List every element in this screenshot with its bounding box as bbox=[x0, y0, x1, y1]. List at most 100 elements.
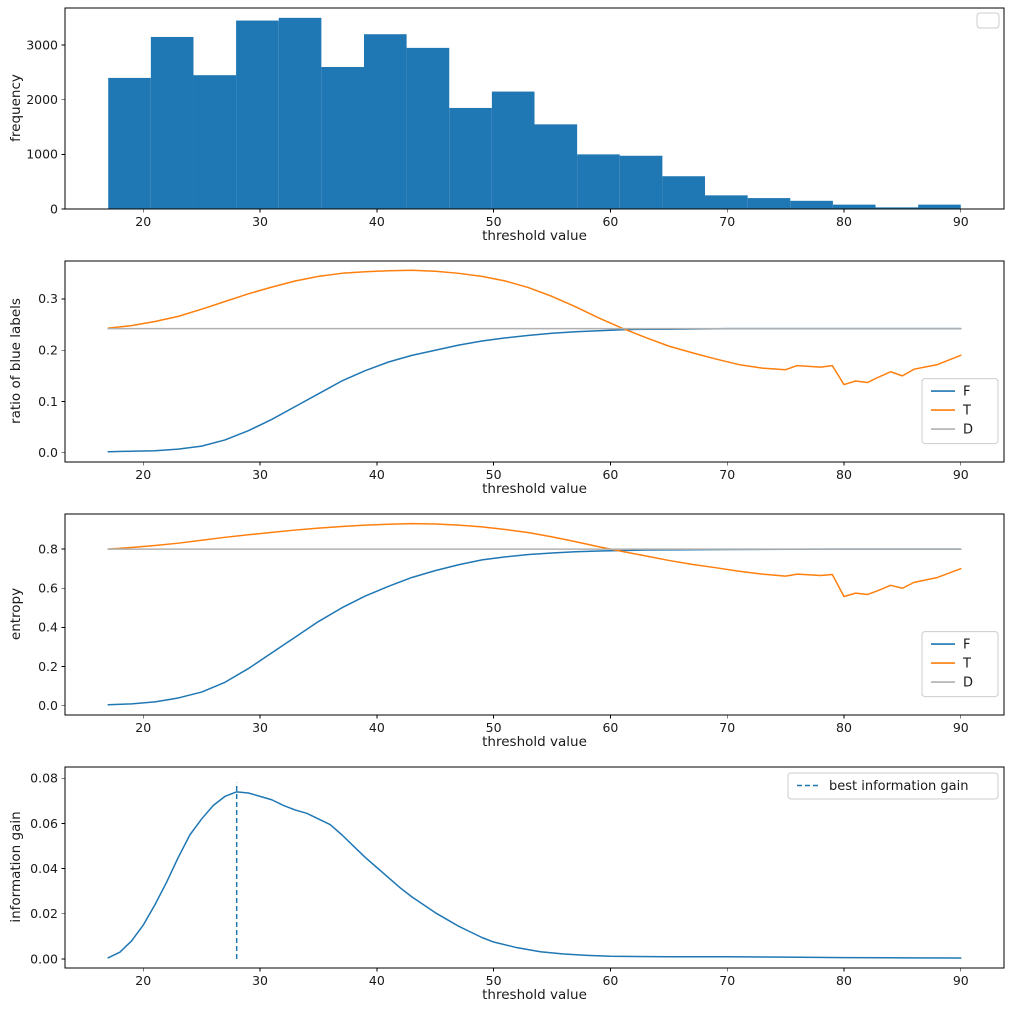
legend-box bbox=[787, 772, 999, 800]
histogram-bar bbox=[832, 204, 876, 209]
legend-box bbox=[921, 631, 999, 698]
y-axis: 0.00 0.02 0.04 0.06 0.08 bbox=[30, 771, 65, 966]
panel-ratio-of-blue-labels: 20 30 40 50 60 70 80 90 0.0 0.1 0.2 0.3 F T D ratio of… bbox=[0, 253, 1012, 506]
histogram-bar bbox=[278, 17, 322, 209]
x-axis: 20 30 40 50 60 70 80 90 bbox=[135, 715, 969, 735]
plot-border bbox=[64, 260, 1005, 463]
x-tick-label: 30 bbox=[252, 214, 268, 229]
x-tick-label: 90 bbox=[953, 973, 969, 988]
y-axis: 0.0 0.1 0.2 0.3 bbox=[38, 291, 65, 460]
x-tick-label: 40 bbox=[369, 720, 385, 735]
x-tick-label: 50 bbox=[486, 214, 502, 229]
histogram-bar bbox=[321, 66, 364, 209]
y-tick-label: 0.2 bbox=[38, 343, 58, 358]
x-tick-label: 80 bbox=[836, 467, 852, 482]
y-tick-label: 0.4 bbox=[38, 620, 58, 635]
histogram-bar bbox=[662, 176, 706, 209]
x-tick-label: 50 bbox=[486, 467, 502, 482]
series-line-F bbox=[107, 327, 962, 453]
histogram-bar bbox=[747, 198, 791, 209]
histogram-bar bbox=[193, 75, 237, 209]
histogram-bar bbox=[534, 124, 578, 209]
x-tick-label: 20 bbox=[135, 973, 151, 988]
x-tick-label: 70 bbox=[719, 720, 735, 735]
histogram-bar bbox=[491, 91, 535, 209]
y-tick-label: 0.0 bbox=[38, 698, 58, 713]
y-tick-label: 0.06 bbox=[30, 816, 58, 831]
ratio-line-chart: 20 30 40 50 60 70 80 90 0.0 0.1 0.2 0.3 FTD bbox=[38, 260, 1005, 482]
x-tick-label: 60 bbox=[602, 973, 618, 988]
histogram-bar bbox=[790, 200, 833, 209]
x-axis-label-threshold-value: threshold value bbox=[482, 734, 587, 750]
x-axis-label-threshold-value: threshold value bbox=[482, 481, 587, 497]
y-axis: 0.0 0.2 0.4 0.6 0.8 bbox=[38, 541, 65, 713]
legend-box bbox=[976, 12, 1000, 29]
x-tick-label: 20 bbox=[135, 720, 151, 735]
x-tick-label: 20 bbox=[135, 214, 151, 229]
x-axis: 20 30 40 50 60 70 80 90 bbox=[135, 968, 969, 988]
legend-label: F bbox=[963, 638, 970, 653]
legend: FTD bbox=[921, 378, 999, 445]
y-axis-label-information-gain: information gain bbox=[8, 811, 24, 923]
histogram-bar bbox=[705, 195, 748, 209]
x-tick-label: 80 bbox=[836, 720, 852, 735]
plot-border bbox=[64, 766, 1005, 969]
y-tick-label: 2000 bbox=[26, 92, 58, 107]
x-tick-label: 70 bbox=[719, 973, 735, 988]
legend-label: T bbox=[962, 404, 971, 419]
x-tick-label: 60 bbox=[602, 214, 618, 229]
x-axis-label-threshold-value: threshold value bbox=[482, 987, 587, 1003]
histogram-bar bbox=[108, 77, 151, 209]
y-tick-label: 0.08 bbox=[30, 771, 58, 786]
x-axis-label-threshold-value: threshold value bbox=[482, 228, 587, 244]
x-tick-label: 20 bbox=[135, 467, 151, 482]
histogram-bar bbox=[875, 207, 919, 209]
y-axis-label-ratio: ratio of blue labels bbox=[8, 298, 24, 424]
information-gain-line-chart: 20 30 40 50 60 70 80 90 0.00 0.02 0.04 0.06 0.08 best… bbox=[30, 766, 1005, 988]
y-tick-label: 0.3 bbox=[38, 291, 58, 306]
x-tick-label: 50 bbox=[486, 973, 502, 988]
x-tick-label: 40 bbox=[369, 973, 385, 988]
series-line-T bbox=[107, 522, 962, 598]
y-tick-label: 0.2 bbox=[38, 659, 58, 674]
histogram-bar bbox=[150, 36, 194, 210]
histogram-bar bbox=[577, 154, 620, 209]
x-tick-label: 90 bbox=[953, 214, 969, 229]
legend-label: T bbox=[962, 657, 971, 672]
plot-border bbox=[64, 513, 1005, 716]
x-tick-label: 60 bbox=[602, 720, 618, 735]
y-tick-label: 0.6 bbox=[38, 581, 58, 596]
legend bbox=[976, 12, 1000, 29]
legend: FTD bbox=[921, 631, 999, 698]
y-tick-label: 0.1 bbox=[38, 394, 58, 409]
plot-border bbox=[64, 7, 1005, 210]
y-tick-label: 0.02 bbox=[30, 906, 58, 921]
x-tick-label: 40 bbox=[369, 214, 385, 229]
x-axis: 20 30 40 50 60 70 80 90 bbox=[135, 462, 969, 482]
y-axis: 0 1000 2000 3000 bbox=[26, 37, 65, 216]
legend-box bbox=[921, 378, 999, 445]
y-tick-label: 1000 bbox=[26, 147, 58, 162]
y-tick-label: 0.8 bbox=[38, 541, 58, 556]
x-tick-label: 90 bbox=[953, 467, 969, 482]
histogram-bar bbox=[918, 204, 961, 209]
legend: best information gain bbox=[787, 772, 999, 800]
x-tick-label: 60 bbox=[602, 467, 618, 482]
y-tick-label: 0.00 bbox=[30, 951, 58, 966]
panel-frequency-histogram: 20 30 40 50 60 70 80 90 0 1000 2000 3000 frequency … bbox=[0, 0, 1012, 253]
y-tick-label: 0.04 bbox=[30, 861, 58, 876]
x-tick-label: 90 bbox=[953, 720, 969, 735]
y-tick-label: 3000 bbox=[26, 37, 58, 52]
x-tick-label: 30 bbox=[252, 467, 268, 482]
y-tick-label: 0.0 bbox=[38, 445, 58, 460]
x-tick-label: 40 bbox=[369, 467, 385, 482]
series-line-T bbox=[107, 269, 962, 386]
legend-label: D bbox=[963, 423, 973, 438]
histogram-bar bbox=[236, 20, 279, 209]
x-tick-label: 30 bbox=[252, 720, 268, 735]
histogram-bar bbox=[449, 107, 492, 209]
series-line-F bbox=[107, 548, 962, 706]
legend-label: D bbox=[963, 676, 973, 691]
y-tick-label: 0 bbox=[50, 201, 58, 216]
